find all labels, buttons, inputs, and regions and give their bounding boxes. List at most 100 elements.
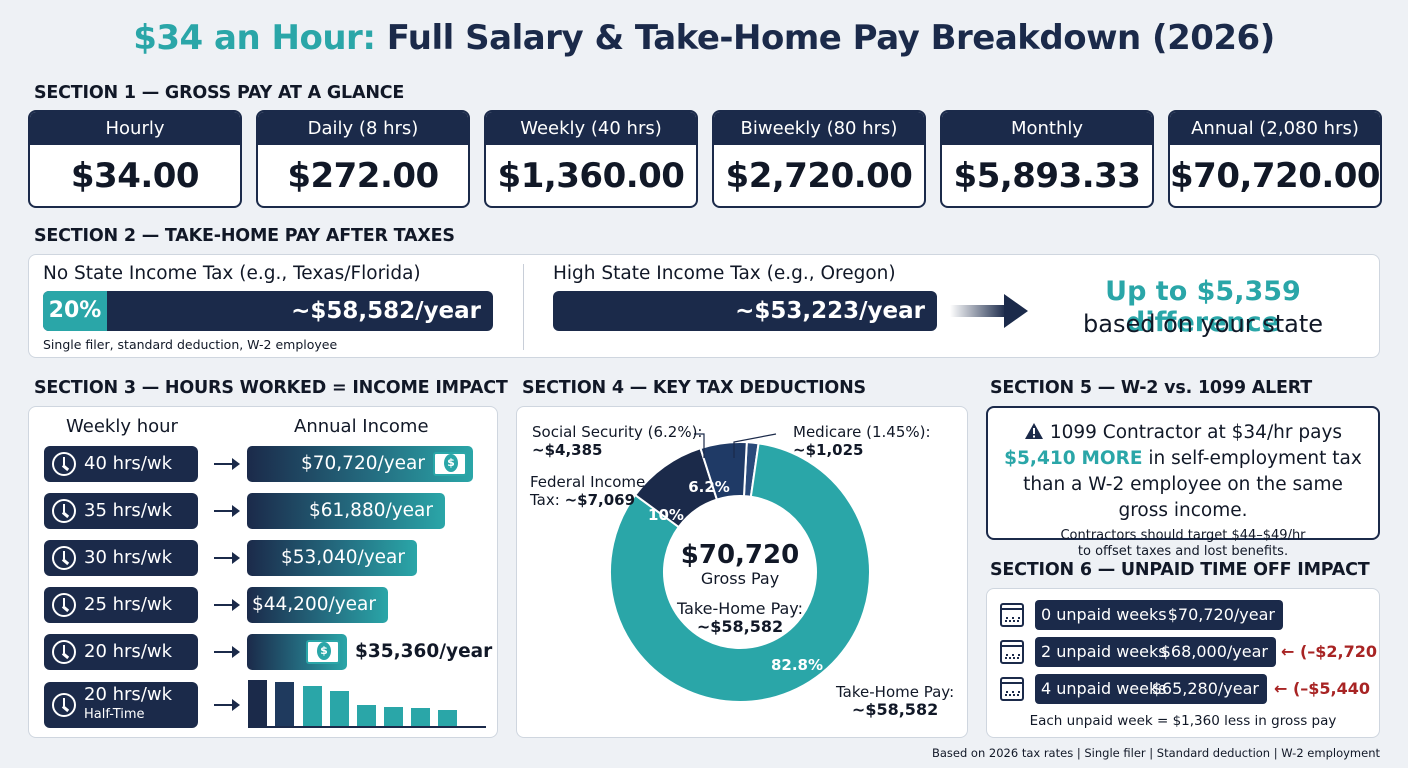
- halftime-hours: 20 hrs/wk: [84, 684, 173, 705]
- no-tax-pct: 20%: [43, 291, 107, 331]
- arrow-icon: [214, 699, 240, 711]
- alert-line-b: in self-employment tax than a W-2 employ…: [1023, 448, 1362, 521]
- federal-value: ~$7,069: [564, 491, 636, 509]
- hours-label: 20 hrs/wk: [84, 641, 173, 662]
- alert-sub2: to offset taxes and lost benefits.: [1077, 544, 1289, 559]
- ss-pct-label: 6.2%: [688, 478, 730, 496]
- no-tax-bar: 20% ~$58,582/year: [43, 291, 493, 331]
- unpaid-weeks: 0 unpaid weeks: [1041, 605, 1167, 624]
- card-daily: Daily (8 hrs) $272.00: [256, 110, 470, 208]
- unpaid-amount: $65,280/year: [1151, 679, 1259, 698]
- mini-bar: [303, 686, 322, 726]
- no-tax-note: Single filer, standard deduction, W-2 em…: [43, 337, 338, 352]
- hrs-pill-halftime: 20 hrs/wk Half-Time: [44, 682, 198, 728]
- no-tax-label: No State Income Tax (e.g., Texas/Florida…: [43, 263, 421, 284]
- section6-heading: SECTION 6 — UNPAID TIME OFF IMPACT: [990, 560, 1370, 580]
- mini-bar: [357, 705, 376, 726]
- card-label: Weekly (40 hrs): [486, 112, 696, 145]
- page-title: $34 an Hour: Full Salary & Take-Home Pay…: [0, 18, 1408, 58]
- col-weekly-hour: Weekly hour: [66, 416, 178, 437]
- ss-leader-line: [694, 433, 705, 458]
- divider: [523, 264, 524, 350]
- hours-pill: 40 hrs/wk: [44, 446, 198, 482]
- ss-value: ~$4,385: [532, 441, 603, 459]
- takehome-value: ~$58,582: [851, 700, 939, 719]
- arrow-right-icon: [950, 294, 1028, 328]
- hours-pill: 25 hrs/wk: [44, 587, 198, 623]
- takehome-label: Take-Home Pay: ~$58,582: [836, 683, 954, 719]
- high-tax-bar: ~$53,223/year: [553, 291, 937, 331]
- income-label: $44,200/year: [251, 594, 376, 615]
- unpaid-weeks: 2 unpaid weeks: [1041, 642, 1167, 661]
- col-annual-income: Annual Income: [294, 416, 429, 437]
- mini-bar: [411, 708, 430, 726]
- alert-amount: $5,410: [1004, 448, 1076, 469]
- clock-icon: [52, 452, 76, 476]
- unpaid-amount: $70,720/year: [1167, 605, 1275, 624]
- clock-icon: [52, 593, 76, 617]
- difference-headline: Up to $5,359 difference: [1105, 276, 1301, 338]
- calendar-icon: [1000, 640, 1024, 664]
- arrow-icon: [214, 646, 240, 658]
- high-tax-label: High State Income Tax (e.g., Oregon): [553, 263, 896, 284]
- mini-bar: [275, 682, 294, 726]
- unpaid-amount: $68,000/year: [1160, 642, 1268, 661]
- card-hourly: Hourly $34.00: [28, 110, 242, 208]
- section1-heading: SECTION 1 — GROSS PAY AT A GLANCE: [34, 83, 405, 103]
- card-annual: Annual (2,080 hrs) $70,720.00: [1168, 110, 1382, 208]
- arrow-icon: [214, 505, 240, 517]
- income-label: $53,040/year: [280, 547, 405, 568]
- federal-label-text: Federal Income: [530, 473, 646, 491]
- income-label: $70,720/year: [300, 453, 425, 474]
- hours-pill: 30 hrs/wk: [44, 540, 198, 576]
- unpaid-row-2: 2 unpaid weeks $68,000/year: [1035, 637, 1276, 667]
- card-label: Monthly: [942, 112, 1152, 145]
- donut-chart: 10%6.2% 82.8%: [609, 433, 871, 703]
- alert-more: MORE: [1081, 448, 1143, 469]
- income-label: $61,880/year: [308, 500, 433, 521]
- section2-heading: SECTION 2 — TAKE-HOME PAY AFTER TAXES: [34, 226, 455, 246]
- difference-subline: based on your state: [1083, 310, 1323, 338]
- alert-sub1: Contractors should target $44–$49/hr: [1060, 528, 1306, 543]
- mini-bar: [330, 691, 349, 726]
- clock-icon: [52, 640, 76, 664]
- money-icon: [306, 640, 340, 664]
- ss-label: Social Security (6.2%): ~$4,385: [532, 423, 702, 459]
- unpaid-weeks: 4 unpaid weeks: [1041, 679, 1167, 698]
- mini-bar: [438, 710, 457, 726]
- section4-heading: SECTION 4 — KEY TAX DEDUCTIONS: [522, 378, 866, 398]
- income-bar: $44,200/year: [247, 587, 388, 623]
- arrow-icon: [214, 458, 240, 470]
- card-value: $2,720.00: [725, 156, 913, 196]
- takehome-label-text: Take-Home Pay:: [836, 683, 955, 701]
- ss-label-text: Social Security (6.2%):: [532, 423, 703, 441]
- alert-line-a: 1099 Contractor at $34/hr pays: [1049, 422, 1343, 443]
- center-take-label: Take-Home Pay:: [676, 599, 803, 618]
- section5-heading: SECTION 5 — W-2 vs. 1099 ALERT: [990, 378, 1313, 398]
- arrow-icon: [214, 552, 240, 564]
- money-icon: [433, 452, 467, 476]
- medicare-value: ~$1,025: [793, 441, 864, 459]
- income-bar: $53,040/year: [247, 540, 417, 576]
- hours-pill: 35 hrs/wk: [44, 493, 198, 529]
- calendar-icon: [1000, 603, 1024, 627]
- unpaid-footnote: Each unpaid week = $1,360 less in gross …: [1029, 713, 1337, 729]
- section3-heading: SECTION 3 — HOURS WORKED = INCOME IMPACT: [34, 378, 508, 398]
- medicare-label-text: Medicare (1.45%):: [793, 423, 931, 441]
- calendar-icon: [1000, 677, 1024, 701]
- clock-icon: [52, 499, 76, 523]
- card-label: Daily (8 hrs): [258, 112, 468, 145]
- social-security-slice: [699, 441, 748, 501]
- hours-label: 35 hrs/wk: [84, 500, 173, 521]
- hours-label: 40 hrs/wk: [84, 453, 173, 474]
- take-home-pct-label: 82.8%: [771, 656, 823, 674]
- card-value: $1,360.00: [497, 156, 685, 196]
- medicare-label: Medicare (1.45%): ~$1,025: [793, 423, 931, 459]
- card-biweekly: Biweekly (80 hrs) $2,720.00: [712, 110, 926, 208]
- hours-label: 25 hrs/wk: [84, 594, 173, 615]
- federal-pct-label: 10%: [648, 506, 684, 524]
- take-home-slice: [609, 442, 871, 703]
- medicare-leader-line: [733, 433, 777, 458]
- card-value: $70,720.00: [1170, 156, 1381, 196]
- no-tax-value: ~$58,582/year: [291, 298, 481, 324]
